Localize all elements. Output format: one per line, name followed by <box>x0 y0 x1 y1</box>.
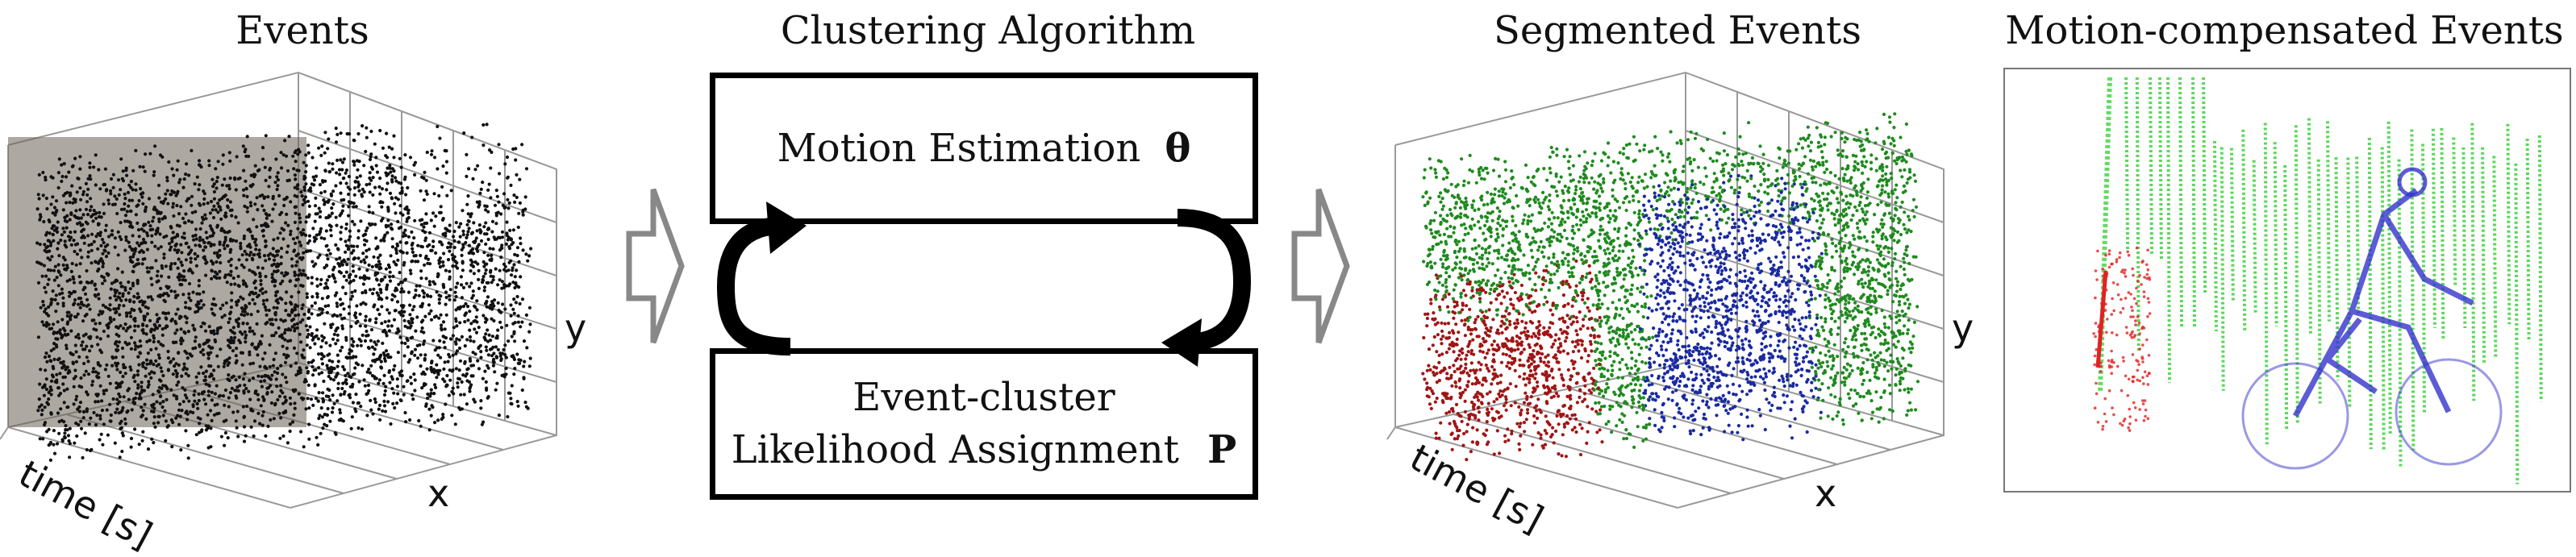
likelihood-assignment-box: Event-cluster Likelihood Assignment P <box>710 348 1258 500</box>
hollow-arrow-1 <box>621 181 686 351</box>
left-arrow-head <box>766 202 807 254</box>
p-symbol: P <box>1207 427 1236 472</box>
algorithm-title: Clustering Algorithm <box>726 8 1250 53</box>
compensated-image-frame <box>2003 68 2571 493</box>
right-cycle-arrow <box>1178 218 1242 343</box>
segmented-y-label: y <box>1952 306 1974 350</box>
right-arrow-head <box>1161 318 1202 367</box>
segmented-points <box>1421 112 1919 461</box>
compensated-image <box>2005 69 2570 491</box>
assignment-line2: Likelihood Assignment <box>732 427 1179 472</box>
hollow-arrow-2 <box>1286 181 1351 351</box>
motion-estimation-label: Motion Estimation <box>777 123 1141 175</box>
assignment-line1: Event-cluster <box>732 372 1237 424</box>
events-title: Events <box>202 8 403 53</box>
segmented-title: Segmented Events <box>1468 8 1887 53</box>
events-3d-plot <box>0 56 613 540</box>
theta-symbol: θ <box>1165 123 1190 175</box>
cycle-arrows <box>686 202 1298 363</box>
compensated-title: Motion-compensated Events <box>1996 8 2573 53</box>
segmented-x-label: x <box>1815 472 1836 515</box>
events-x-label: x <box>427 472 449 515</box>
events-y-label: y <box>565 306 586 350</box>
